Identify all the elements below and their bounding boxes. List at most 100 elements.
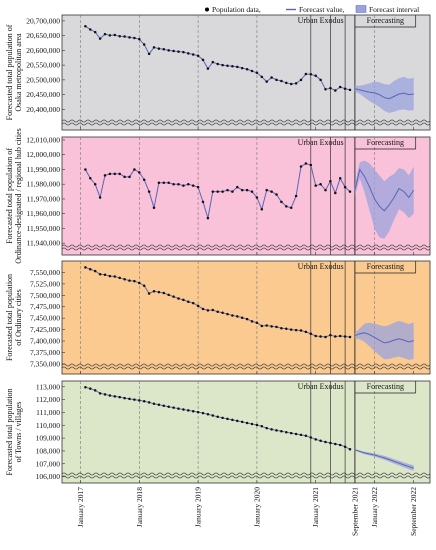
population-data-point [108, 274, 112, 278]
y-tick-label: 20,500,000 [26, 75, 60, 84]
y-tick-label: 11,990,000 [27, 165, 61, 174]
y-tick-label: 7,525,000 [30, 279, 60, 288]
population-data-point [334, 335, 337, 338]
axis-break-wave [61, 363, 431, 367]
population-data-point [201, 411, 205, 415]
axis-break-wave [61, 472, 431, 476]
x-tick-label: January 2019 [194, 487, 203, 527]
population-data-point [84, 24, 87, 28]
population-data-point [231, 314, 234, 317]
population-data-point [177, 297, 180, 300]
population-data-point [216, 190, 219, 193]
population-data-point [152, 206, 156, 210]
y-tick-label: 20,550,000 [26, 61, 60, 70]
population-data-point [118, 34, 121, 38]
population-data-point [98, 392, 102, 395]
population-data-point [216, 62, 219, 66]
population-data-point [226, 417, 229, 421]
population-data-point [138, 171, 141, 174]
population-data-point [162, 181, 166, 184]
y-tick-label: 108,000 [36, 446, 61, 455]
y-tick-label: 106,000 [36, 472, 61, 481]
population-data-point [338, 177, 342, 180]
population-data-point [147, 52, 151, 56]
population-data-point [319, 335, 322, 338]
population-data-point [289, 82, 293, 86]
population-data-point [289, 206, 293, 210]
panel-towns_villages: Urban Exodus Forecasting 106,000 107,000 108… [5, 380, 431, 484]
population-data-point [226, 64, 229, 67]
x-axis: January 2017 January 2018 January 2019 Janu… [76, 487, 418, 536]
population-data-point [93, 182, 97, 186]
population-data-point [285, 430, 288, 434]
forecast-interval-band [354, 76, 414, 113]
population-data-point [304, 162, 308, 165]
axis-break-wave [61, 366, 431, 370]
population-data-point [299, 329, 303, 332]
population-data-point [329, 441, 332, 445]
population-data-point [314, 74, 317, 77]
legend-forecast-interval: Forecast interval [369, 5, 419, 14]
population-data-point [304, 72, 308, 76]
forecast-value-line [354, 168, 415, 212]
axis-break-wave [61, 119, 431, 123]
population-data-point [93, 269, 97, 273]
population-data-point [128, 175, 131, 179]
y-tick-label: 20,650,000 [26, 31, 60, 40]
urban-exodus-label: Urban Exodus [298, 382, 344, 391]
population-data-point [182, 50, 185, 54]
population-data-point [294, 328, 298, 332]
population-data-point [216, 415, 219, 419]
y-axis-title: Forecasted total population ofOrdinance-… [5, 128, 23, 264]
y-tick-label: 7,350,000 [30, 359, 60, 368]
population-data-point [226, 312, 229, 316]
population-data-point [89, 28, 92, 31]
population-data-point [113, 33, 117, 37]
population-data-point [265, 324, 268, 327]
population-data-point [201, 307, 205, 311]
y-tick-label: 20,400,000 [26, 105, 60, 114]
x-tick-label: January 2017 [76, 487, 85, 527]
y-tick-label: 7,450,000 [30, 314, 60, 323]
population-data-point [162, 404, 166, 408]
population-data-point [231, 190, 234, 193]
population-data-point [260, 75, 264, 79]
population-data-point [338, 334, 342, 338]
population-data-point [128, 36, 131, 39]
population-data-point [152, 402, 156, 405]
population-data-point [196, 410, 200, 414]
forecast-interval-band [354, 160, 414, 239]
y-axis-title: Forecasted total populationof Towns / vi… [5, 388, 23, 475]
y-tick-label: 7,550,000 [30, 268, 60, 277]
population-data-point [270, 428, 273, 431]
population-data-point [172, 406, 175, 409]
population-data-point [123, 278, 126, 281]
population-data-point [309, 436, 313, 439]
population-data-point [187, 300, 190, 303]
population-data-point [108, 394, 112, 397]
population-data-point [142, 178, 146, 182]
population-data-point [319, 439, 322, 443]
population-data-point [147, 401, 151, 404]
panel-osaka: Urban Exodus Forecasting 20,400,000 20,450,… [5, 14, 431, 131]
population-data-point [304, 434, 308, 438]
population-data-point [343, 87, 347, 90]
population-data-point [196, 185, 200, 189]
population-data-point [103, 393, 107, 396]
population-data-point [348, 190, 352, 193]
population-data-point [260, 324, 264, 328]
population-data-point [265, 188, 268, 192]
population-data-point [299, 165, 303, 168]
population-data-point [118, 395, 121, 399]
population-data-point [187, 182, 190, 186]
population-data-point [157, 181, 161, 184]
population-data-point [314, 334, 317, 338]
population-data-point [147, 190, 151, 193]
population-data-point [221, 416, 224, 420]
population-data-point [231, 418, 234, 422]
population-data-point [280, 200, 283, 204]
population-data-point [260, 425, 264, 428]
population-data-point [334, 89, 337, 92]
population-data-point [89, 177, 92, 180]
